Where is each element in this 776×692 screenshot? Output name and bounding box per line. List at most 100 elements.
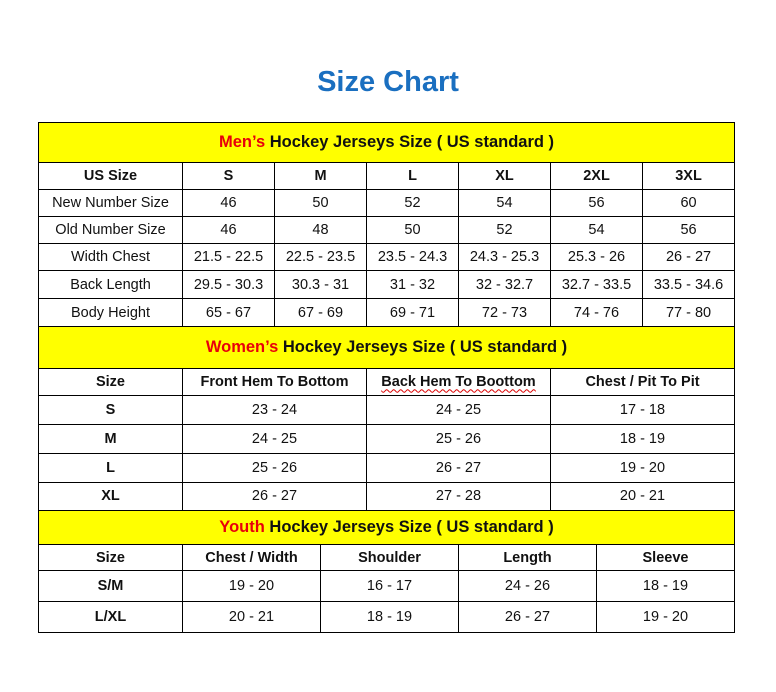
women-size-table: Women’s Hockey Jerseys Size ( US standar… — [37, 327, 736, 511]
youth-section-heading: Youth Hockey Jerseys Size ( US standard … — [37, 510, 736, 545]
column-header-label: Chest / Width — [205, 549, 298, 566]
column-header-label: 2XL — [583, 168, 610, 184]
table-cell: 18 - 19 — [320, 601, 459, 633]
column-header-label: S — [223, 168, 234, 184]
header-row: US Size S M L XL 2XL 3XL — [38, 162, 736, 190]
row-label: S — [38, 395, 183, 425]
section-highlight: Women’s — [205, 337, 279, 356]
table-cell: 26 - 27 — [366, 453, 551, 483]
row-label: L — [38, 453, 183, 483]
table-row: S/M 19 - 20 16 - 17 24 - 26 18 - 19 — [38, 570, 736, 602]
table-cell: 48 — [274, 216, 367, 244]
table-cell: 23.5 - 24.3 — [366, 243, 459, 271]
section-heading-text: Hockey Jerseys Size ( US standard ) — [264, 517, 554, 536]
table-cell: 18 - 19 — [595, 570, 736, 602]
table-cell: 46 — [182, 189, 275, 217]
table-cell: 65 - 67 — [182, 298, 275, 327]
table-cell: 19 - 20 — [549, 453, 736, 483]
header-row: Size Front Hem To Bottom Back Hem To Boott… — [38, 368, 736, 396]
table-cell: 22.5 - 23.5 — [274, 243, 367, 271]
row-label: Width Chest — [38, 243, 183, 271]
table-row: L 25 - 26 26 - 27 19 - 20 — [38, 453, 736, 483]
column-header: Front Hem To Bottom — [182, 368, 367, 396]
column-header: M — [274, 162, 367, 190]
table-cell: 50 — [366, 216, 459, 244]
column-header-label: Sleeve — [642, 549, 689, 566]
column-header: Sleeve — [595, 544, 736, 571]
section-highlight: Youth — [219, 517, 265, 536]
table-cell: 23 - 24 — [182, 395, 367, 425]
table-cell: 26 - 27 — [458, 601, 597, 633]
table-row: Body Height 65 - 67 67 - 69 69 - 71 72 - 73 7… — [38, 298, 736, 327]
table-cell: 20 - 21 — [182, 601, 321, 633]
table-cell: 50 — [274, 189, 367, 217]
table-cell: 72 - 73 — [458, 298, 551, 327]
row-label: New Number Size — [38, 189, 183, 217]
table-row: XL 26 - 27 27 - 28 20 - 21 — [38, 482, 736, 511]
table-cell: 17 - 18 — [549, 395, 736, 425]
column-header-label: Chest / Pit To Pit — [585, 373, 700, 390]
table-cell: 21.5 - 22.5 — [182, 243, 275, 271]
table-cell: 24 - 25 — [182, 424, 367, 454]
table-cell: 30.3 - 31 — [274, 270, 367, 299]
table-cell: 26 - 27 — [182, 482, 367, 511]
men-section-heading: Men’s Hockey Jerseys Size ( US standard … — [37, 122, 736, 163]
table-cell: 26 - 27 — [641, 243, 736, 271]
section-heading-text: Hockey Jerseys Size ( US standard ) — [265, 133, 555, 151]
row-label: Back Length — [38, 270, 183, 299]
table-cell: 27 - 28 — [366, 482, 551, 511]
table-cell: 69 - 71 — [366, 298, 459, 327]
table-cell: 60 — [641, 189, 736, 217]
column-header-label: Size — [95, 549, 125, 566]
size-chart-tables: Men’s Hockey Jerseys Size ( US standard … — [37, 122, 736, 633]
table-cell: 74 - 76 — [550, 298, 643, 327]
table-row: Back Length 29.5 - 30.3 30.3 - 31 31 - 32 32… — [38, 270, 736, 299]
table-cell: 77 - 80 — [641, 298, 736, 327]
column-header: 2XL — [550, 162, 643, 190]
table-cell: 25 - 26 — [366, 424, 551, 454]
table-cell: 18 - 19 — [549, 424, 736, 454]
row-label: M — [38, 424, 183, 454]
column-header-label: US Size — [83, 168, 138, 184]
column-header: Length — [458, 544, 597, 571]
section-heading-text: Hockey Jerseys Size ( US standard ) — [278, 337, 568, 356]
table-cell: 31 - 32 — [366, 270, 459, 299]
row-label: Old Number Size — [38, 216, 183, 244]
table-cell: 29.5 - 30.3 — [182, 270, 275, 299]
table-cell: 33.5 - 34.6 — [641, 270, 736, 299]
page-title: Size Chart — [317, 66, 459, 98]
table-cell: 56 — [641, 216, 736, 244]
table-cell: 52 — [458, 216, 551, 244]
column-header-label: L — [408, 168, 417, 184]
table-cell: 32 - 32.7 — [458, 270, 551, 299]
table-row: L/XL 20 - 21 18 - 19 26 - 27 19 - 20 — [38, 601, 736, 633]
table-cell: 54 — [550, 216, 643, 244]
row-label: Body Height — [38, 298, 183, 327]
table-cell: 25.3 - 26 — [550, 243, 643, 271]
table-row: New Number Size 46 50 52 54 56 60 — [38, 189, 736, 217]
women-section-heading: Women’s Hockey Jerseys Size ( US standar… — [37, 327, 736, 369]
table-cell: 67 - 69 — [274, 298, 367, 327]
column-header: L — [366, 162, 459, 190]
row-label: S/M — [38, 570, 183, 602]
row-label: XL — [38, 482, 183, 511]
column-header: Size — [38, 544, 183, 571]
column-header: Size — [38, 368, 183, 396]
table-cell: 24 - 25 — [366, 395, 551, 425]
column-header: XL — [458, 162, 551, 190]
column-header-label: XL — [495, 168, 514, 184]
column-header-label: Size — [95, 373, 125, 390]
table-cell: 25 - 26 — [182, 453, 367, 483]
table-cell: 20 - 21 — [549, 482, 736, 511]
table-cell: 24.3 - 25.3 — [458, 243, 551, 271]
column-header: Chest / Width — [182, 544, 321, 571]
column-header: 3XL — [641, 162, 736, 190]
column-header-label: M — [314, 168, 327, 184]
table-row: Width Chest 21.5 - 22.5 22.5 - 23.5 23.5 - … — [38, 243, 736, 271]
table-cell: 19 - 20 — [182, 570, 321, 602]
column-header-label: Shoulder — [358, 549, 421, 566]
table-cell: 16 - 17 — [320, 570, 459, 602]
row-label: L/XL — [38, 601, 183, 633]
table-row: Old Number Size 46 48 50 52 54 56 — [38, 216, 736, 244]
table-cell: 24 - 26 — [458, 570, 597, 602]
